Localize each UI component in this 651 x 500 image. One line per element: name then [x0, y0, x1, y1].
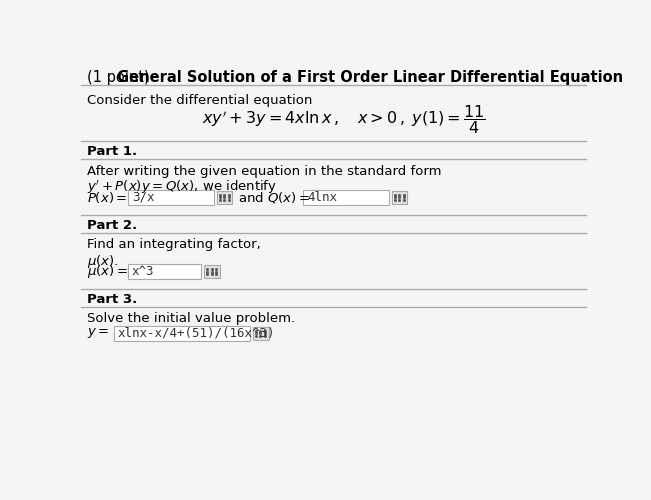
- FancyBboxPatch shape: [253, 327, 269, 340]
- FancyBboxPatch shape: [114, 326, 251, 340]
- FancyBboxPatch shape: [217, 191, 232, 204]
- FancyBboxPatch shape: [204, 265, 219, 278]
- Text: (1 point): (1 point): [87, 70, 155, 85]
- Text: 4lnx: 4lnx: [307, 191, 337, 204]
- Text: 3/x: 3/x: [132, 191, 154, 204]
- Text: Find an integrating factor,: Find an integrating factor,: [87, 238, 261, 252]
- Text: General Solution of a First Order Linear Differential Equation: General Solution of a First Order Linear…: [117, 70, 623, 85]
- Text: and $Q(x) =$: and $Q(x) =$: [238, 190, 310, 205]
- Text: $y =$: $y =$: [87, 326, 110, 340]
- Text: $P(x) =$: $P(x) =$: [87, 190, 128, 205]
- Text: $y' + P(x)y = Q(x)$, we identify: $y' + P(x)y = Q(x)$, we identify: [87, 178, 277, 196]
- Text: $xy' + 3y = 4x\ln x\,,\quad x > 0\,,\; y(1) = \dfrac{11}{4}$: $xy' + 3y = 4x\ln x\,,\quad x > 0\,,\; y…: [202, 103, 486, 136]
- Text: Part 1.: Part 1.: [87, 146, 137, 158]
- Text: $\mu(x) =$: $\mu(x) =$: [87, 263, 128, 280]
- Text: $\mu(x)$.: $\mu(x)$.: [87, 252, 119, 270]
- Text: Part 3.: Part 3.: [87, 294, 137, 306]
- Text: xlnx-x/4+(51)/(16x^3): xlnx-x/4+(51)/(16x^3): [118, 327, 275, 340]
- Text: Solve the initial value problem.: Solve the initial value problem.: [87, 312, 296, 325]
- Text: Part 2.: Part 2.: [87, 220, 137, 232]
- Text: Consider the differential equation: Consider the differential equation: [87, 94, 312, 107]
- FancyBboxPatch shape: [392, 191, 408, 204]
- FancyBboxPatch shape: [303, 190, 389, 205]
- Text: After writing the given equation in the standard form: After writing the given equation in the …: [87, 164, 442, 177]
- FancyBboxPatch shape: [128, 264, 201, 279]
- FancyBboxPatch shape: [128, 190, 214, 205]
- Text: x^3: x^3: [132, 265, 154, 278]
